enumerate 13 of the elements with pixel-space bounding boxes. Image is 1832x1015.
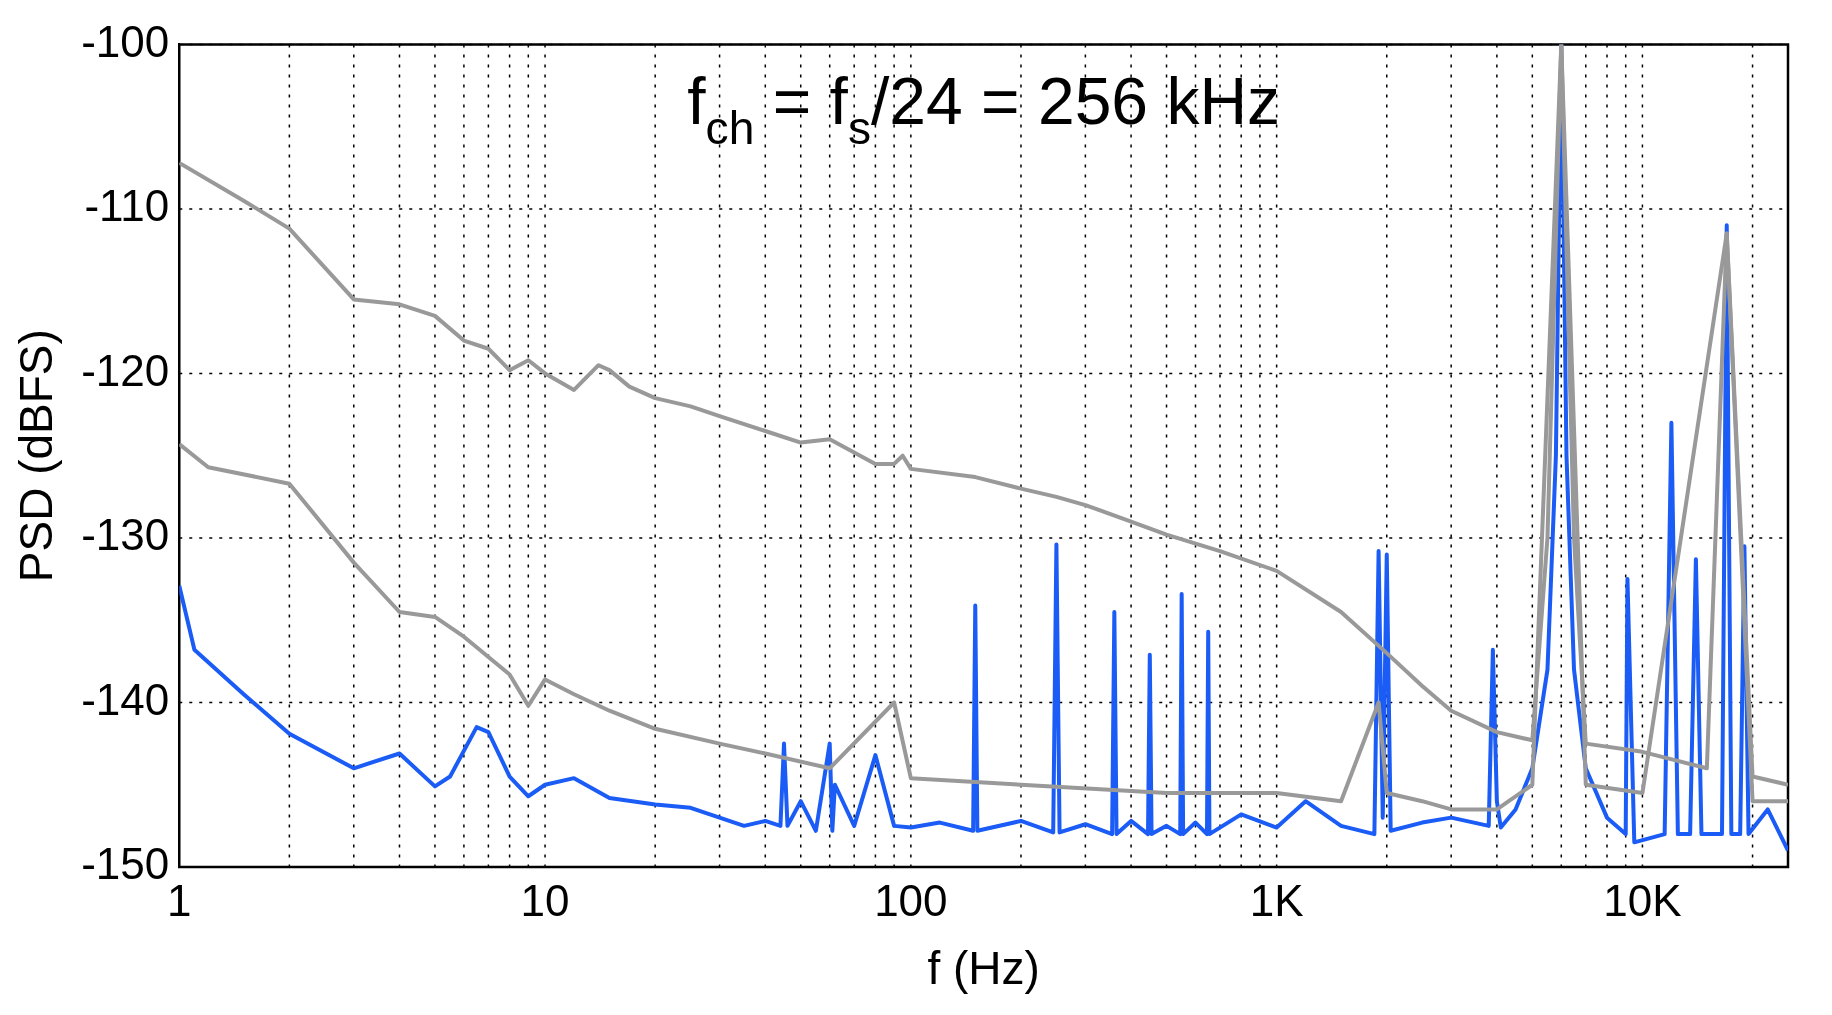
x-axis-title: f (Hz)	[927, 942, 1040, 995]
y-tick-label: -110	[84, 181, 170, 231]
x-tick-label: 1	[167, 875, 192, 925]
x-tick-label: 10	[520, 875, 570, 925]
y-tick-label: -100	[81, 16, 170, 66]
y-axis-title: PSD (dBFS)	[10, 329, 63, 583]
x-tick-label: 1K	[1249, 875, 1304, 925]
y-tick-label: -120	[81, 345, 170, 395]
y-tick-label: -150	[81, 839, 170, 889]
x-tick-label: 10K	[1603, 875, 1682, 925]
y-tick-label: -130	[81, 510, 170, 560]
x-tick-label: 100	[874, 875, 948, 925]
y-tick-label: -140	[81, 674, 170, 724]
